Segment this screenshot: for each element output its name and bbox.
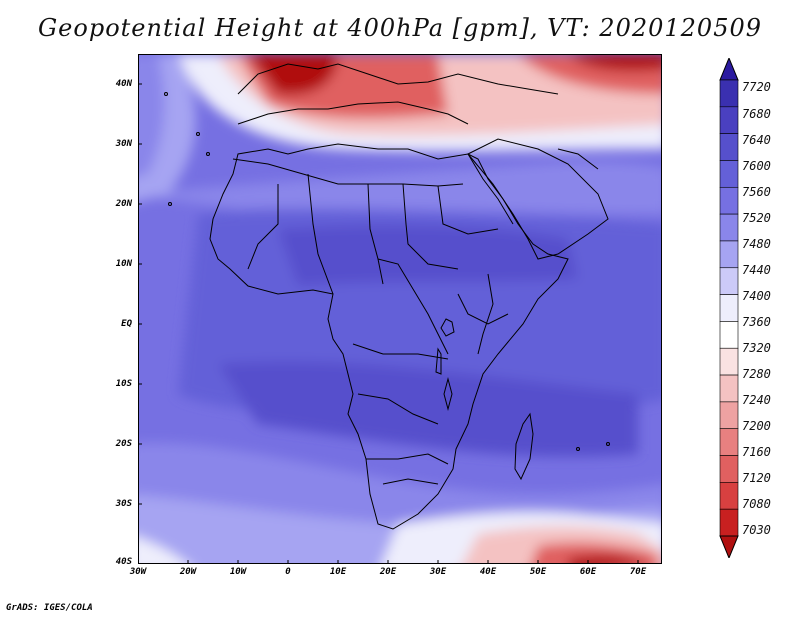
coastlines bbox=[164, 63, 610, 530]
lon-label-30e: 30E bbox=[429, 567, 447, 577]
colorbar-label: 7120 bbox=[742, 471, 771, 485]
colorbar-label: 7280 bbox=[742, 367, 771, 381]
height-field-map bbox=[138, 54, 662, 564]
lat-label-30s: 30S bbox=[115, 499, 132, 509]
colorbar-label: 7560 bbox=[742, 185, 771, 199]
colorbar-swatch bbox=[719, 294, 739, 322]
lon-label-40e: 40E bbox=[479, 567, 497, 577]
lon-label-10w: 10W bbox=[229, 567, 247, 577]
colorbar-label: 7440 bbox=[742, 263, 771, 277]
colorbar-swatch bbox=[719, 508, 739, 537]
colorbar-swatch bbox=[719, 133, 739, 161]
colorbar-swatch bbox=[719, 347, 739, 376]
lon-label-10e: 10E bbox=[329, 567, 347, 577]
colorbar-label: 7640 bbox=[742, 133, 771, 147]
colorbar-label: 7680 bbox=[742, 107, 771, 121]
colorbar-label: 7360 bbox=[742, 315, 771, 329]
colorbar-label: 7480 bbox=[742, 237, 771, 251]
lon-label-50e: 50E bbox=[529, 567, 547, 577]
lat-label-40n: 40N bbox=[115, 79, 132, 89]
lat-label-20s: 20S bbox=[115, 439, 132, 449]
lat-label-30n: 30N bbox=[115, 139, 132, 149]
colorbar-swatch bbox=[719, 374, 739, 403]
lat-label-40s: 40S bbox=[115, 557, 132, 567]
colorbar-bottom-arrow bbox=[719, 535, 739, 558]
colorbar-swatch bbox=[719, 160, 739, 188]
lon-label-0: 0 bbox=[285, 567, 291, 577]
colorbar-label: 7600 bbox=[742, 159, 771, 173]
colorbar-swatch bbox=[719, 106, 739, 134]
colorbar-swatch bbox=[719, 240, 739, 269]
grads-credit: GrADS: IGES/COLA bbox=[6, 603, 93, 613]
colorbar-label: 7240 bbox=[742, 393, 771, 407]
colorbar-top-arrow bbox=[719, 58, 739, 81]
colorbar-swatch bbox=[719, 79, 739, 108]
map-panel bbox=[138, 54, 662, 564]
lat-label-10s: 10S bbox=[115, 379, 132, 389]
colorbar-swatch bbox=[719, 213, 739, 242]
lon-label-20e: 20E bbox=[379, 567, 397, 577]
colorbar-swatch bbox=[719, 401, 739, 430]
colorbar-swatch bbox=[719, 321, 739, 349]
colorbar-label: 7720 bbox=[742, 80, 771, 94]
colorbar-label: 7520 bbox=[742, 211, 771, 225]
lon-label-70e: 70E bbox=[629, 567, 647, 577]
axis-ticks bbox=[138, 83, 639, 564]
colorbar-label: 7200 bbox=[742, 419, 771, 433]
lon-label-20w: 20W bbox=[179, 567, 197, 577]
chart-title: Geopotential Height at 400hPa [gpm], VT:… bbox=[38, 14, 762, 42]
colorbar-swatch bbox=[719, 267, 739, 295]
lon-label-30w: 30W bbox=[129, 567, 147, 577]
lat-label-20n: 20N bbox=[115, 199, 132, 209]
colorbar-swatch bbox=[719, 186, 739, 215]
colorbar bbox=[719, 58, 739, 558]
colorbar-label: 7400 bbox=[742, 289, 771, 303]
lat-label-10n: 10N bbox=[115, 259, 132, 269]
colorbar-swatch bbox=[719, 455, 739, 483]
colorbar-swatch bbox=[719, 482, 739, 510]
colorbar-label: 7080 bbox=[742, 497, 771, 511]
lon-label-60e: 60E bbox=[579, 567, 597, 577]
colorbar-label: 7320 bbox=[742, 341, 771, 355]
colorbar-label: 7160 bbox=[742, 445, 771, 459]
lat-label-eq: EQ bbox=[121, 319, 132, 329]
colorbar-swatch bbox=[719, 428, 739, 456]
colorbar-label: 7030 bbox=[742, 523, 771, 537]
